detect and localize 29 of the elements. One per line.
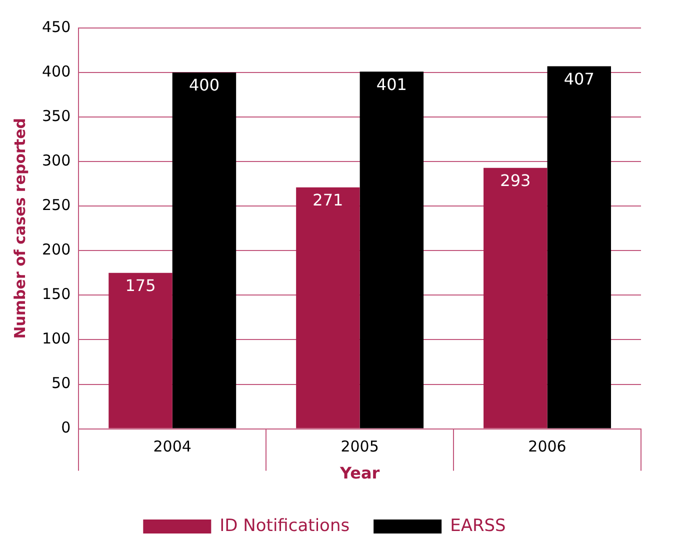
y-tick-label: 50 xyxy=(52,374,71,392)
bar xyxy=(296,187,360,428)
y-tick-label: 400 xyxy=(42,62,71,80)
data-label: 407 xyxy=(564,69,594,88)
bar xyxy=(172,72,236,428)
y-tick-label: 100 xyxy=(42,330,71,348)
bar xyxy=(484,168,548,428)
y-tick-label: 150 xyxy=(42,285,71,304)
y-tick-label: 200 xyxy=(42,240,71,259)
legend-label: EARSS xyxy=(450,516,506,536)
data-label: 400 xyxy=(188,76,220,95)
y-tick-label: 250 xyxy=(42,196,71,214)
data-label: 175 xyxy=(125,276,156,296)
bar xyxy=(360,72,424,428)
bar xyxy=(547,66,612,428)
x-axis-title: Year xyxy=(338,464,380,483)
y-tick-label: 300 xyxy=(42,151,71,170)
data-label: 293 xyxy=(500,170,531,190)
y-tick-label: 0 xyxy=(61,418,71,437)
x-tick-label: 2004 xyxy=(153,438,192,456)
legend-label: ID Notifications xyxy=(220,516,350,536)
y-axis-title: Number of cases reported xyxy=(10,118,29,339)
y-tick-label: 450 xyxy=(42,18,71,36)
x-tick-label: 2006 xyxy=(528,438,566,456)
x-tick-label: 2005 xyxy=(340,438,379,456)
data-label: 401 xyxy=(376,74,407,94)
data-label: 271 xyxy=(312,190,344,210)
bar xyxy=(108,272,172,428)
y-tick-label: 350 xyxy=(42,106,71,125)
